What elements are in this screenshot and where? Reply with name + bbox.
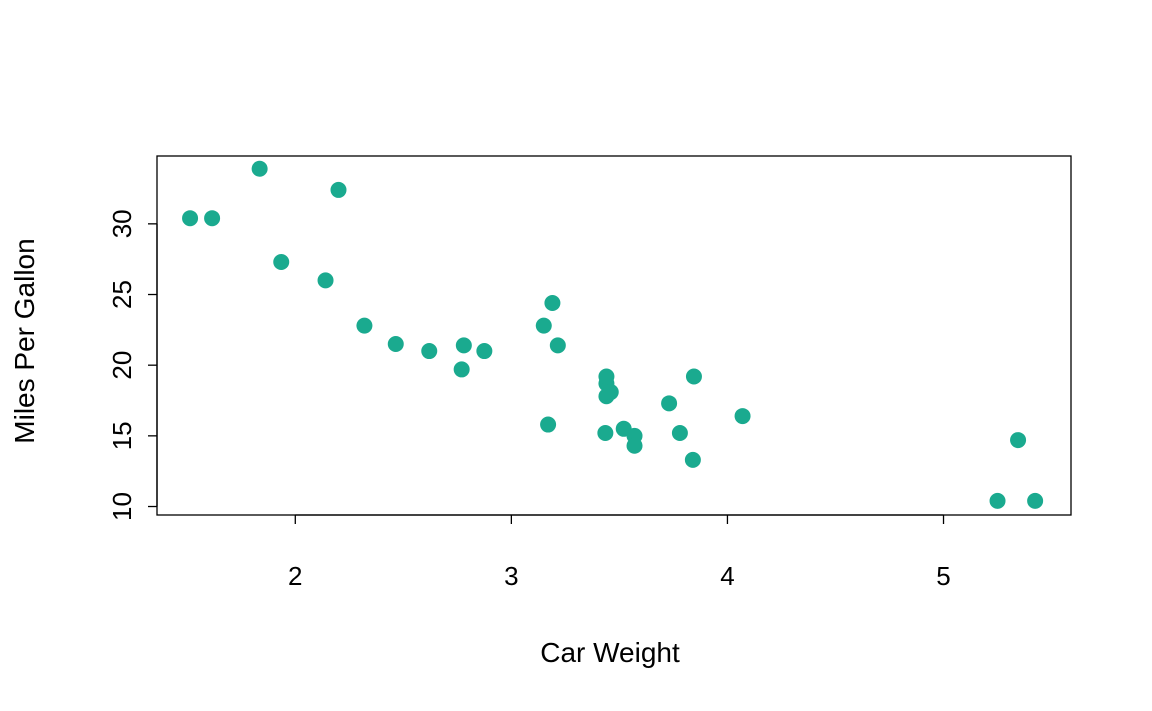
data-point — [476, 343, 493, 360]
data-point — [734, 408, 751, 425]
data-point — [535, 317, 552, 334]
data-point — [626, 437, 643, 454]
data-point — [1010, 432, 1027, 449]
data-point — [602, 384, 619, 401]
x-tick-label: 3 — [504, 561, 518, 591]
data-point — [598, 368, 615, 385]
y-tick-label: 30 — [107, 209, 137, 238]
data-point — [671, 425, 688, 442]
data-point — [540, 416, 557, 433]
data-point — [453, 361, 470, 378]
y-tick-label: 10 — [107, 492, 137, 521]
data-point — [989, 492, 1006, 509]
plot-frame — [156, 155, 1072, 516]
data-point — [661, 395, 678, 412]
y-axis-title: Miles Per Gallon — [9, 238, 40, 443]
data-point — [1027, 492, 1044, 509]
data-points — [182, 160, 1044, 509]
x-axis: 2 3 4 5 — [288, 514, 951, 591]
data-point — [251, 160, 268, 177]
data-point — [182, 210, 199, 227]
data-point — [597, 425, 614, 442]
y-tick-label: 25 — [107, 280, 137, 309]
data-point — [387, 335, 404, 352]
x-axis-title: Car Weight — [540, 637, 680, 668]
data-point — [317, 272, 334, 289]
data-point — [421, 343, 438, 360]
data-point — [544, 294, 561, 311]
data-point — [273, 254, 290, 271]
x-tick-label: 4 — [720, 561, 734, 591]
data-point — [204, 210, 221, 227]
data-point — [549, 337, 566, 354]
y-tick-label: 20 — [107, 351, 137, 380]
x-tick-label: 5 — [936, 561, 950, 591]
x-tick-label: 2 — [288, 561, 302, 591]
data-point — [684, 451, 701, 468]
data-point — [356, 317, 373, 334]
data-point — [455, 337, 472, 354]
y-tick-label: 15 — [107, 421, 137, 450]
data-point — [685, 368, 702, 385]
y-axis: 10 15 20 25 30 — [107, 209, 158, 521]
data-point — [330, 181, 347, 198]
